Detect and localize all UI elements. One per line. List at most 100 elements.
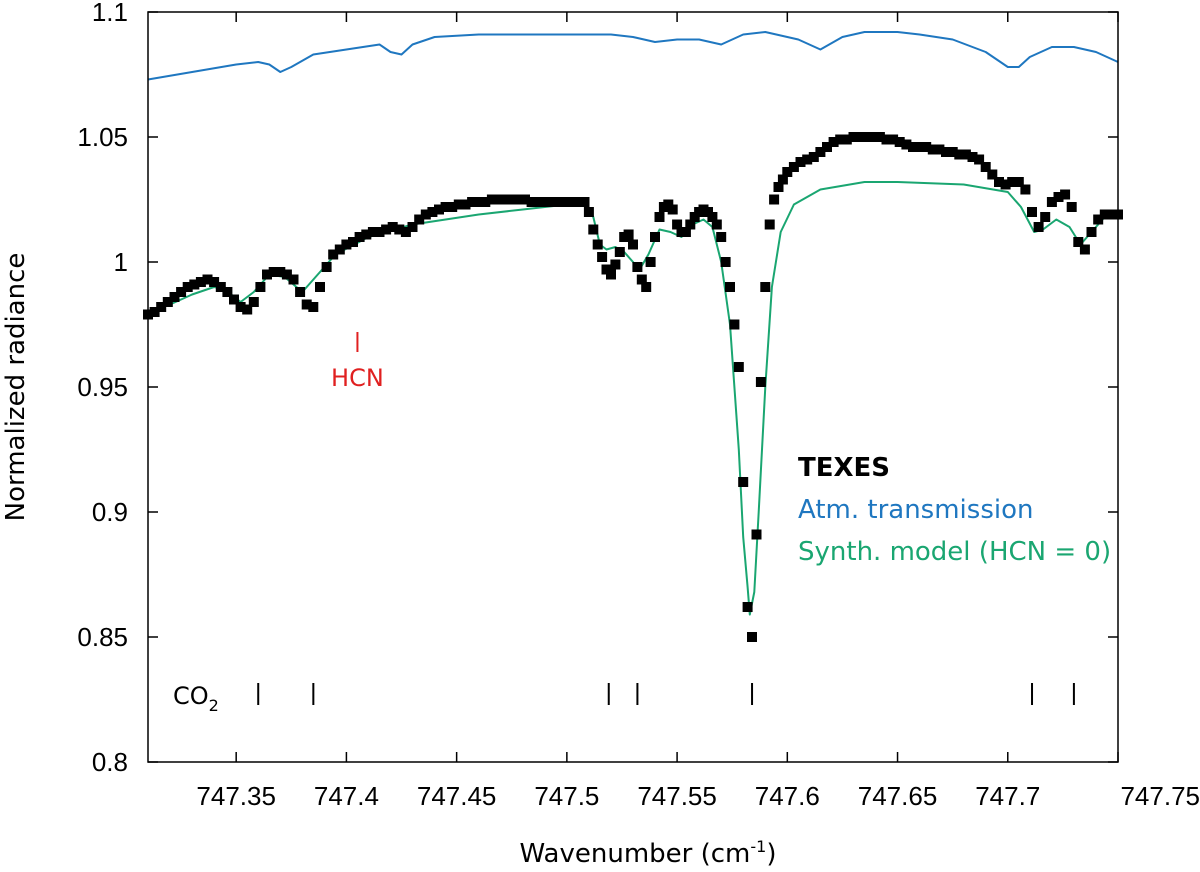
- texes-data-point: [559, 197, 570, 207]
- texes-data-point: [795, 157, 806, 167]
- x-tick-label: 747.55: [637, 781, 717, 811]
- texes-data-point: [202, 274, 213, 285]
- texes-data-point: [980, 162, 991, 172]
- legend: TEXES Atm. transmission Synth. model (HC…: [798, 453, 1111, 567]
- texes-data-point: [967, 152, 978, 162]
- texes-data-point: [623, 229, 634, 240]
- co2-line-markers: [257, 683, 1075, 705]
- texes-data-point: [742, 602, 753, 612]
- texes-data-point: [315, 282, 325, 292]
- texes-data-point: [588, 224, 599, 235]
- texes-data-point: [533, 197, 544, 207]
- hcn-annotation: HCN: [331, 332, 384, 392]
- texes-data-point: [341, 239, 352, 250]
- texes-data-point: [407, 222, 418, 232]
- texes-data-point: [921, 142, 932, 152]
- texes-data-point: [711, 219, 722, 230]
- texes-data-point: [650, 232, 660, 242]
- texes-data-point: [1079, 244, 1090, 255]
- texes-data-point: [914, 142, 925, 152]
- texes-data-point: [908, 142, 918, 152]
- texes-data-point: [447, 202, 458, 212]
- texes-data-point: [822, 142, 832, 152]
- texes-data-point: [947, 147, 958, 157]
- texes-data-point: [440, 202, 451, 212]
- texes-data-point: [1046, 197, 1057, 207]
- texes-data-point: [295, 287, 306, 297]
- texes-data-point: [506, 194, 517, 205]
- texes-data-point: [760, 282, 771, 292]
- texes-data-point: [169, 292, 180, 302]
- texes-data-point: [782, 167, 793, 177]
- texes-data-point: [667, 204, 678, 215]
- texes-data-point: [773, 182, 784, 192]
- texes-data-point: [414, 214, 425, 225]
- y-tick-label: 0.9: [92, 497, 128, 527]
- texes-data-point: [751, 529, 762, 540]
- texes-data-point: [974, 154, 985, 165]
- texes-data-point: [215, 282, 226, 292]
- texes-data-point: [1000, 179, 1011, 190]
- texes-data-point: [1106, 209, 1117, 220]
- texes-data-point: [597, 252, 608, 262]
- texes-data-point: [546, 197, 557, 207]
- texes-data-point: [162, 297, 173, 307]
- texes-data-point: [255, 282, 266, 292]
- y-axis-ticks: 0.8 0.85 0.9 0.95 1 1.05 1.1: [77, 0, 1118, 777]
- texes-data-point: [229, 294, 239, 305]
- texes-data-point: [348, 237, 358, 247]
- texes-data-point: [149, 307, 160, 317]
- texes-data-point: [520, 194, 530, 205]
- x-tick-label: 747.5: [534, 781, 599, 811]
- texes-data-point: [195, 277, 206, 287]
- texes-data-point: [960, 149, 971, 160]
- legend-atm-transmission: Atm. transmission: [798, 495, 1033, 525]
- texes-data-point: [394, 224, 405, 235]
- texes-data-point: [262, 269, 272, 280]
- legend-texes: TEXES: [798, 453, 890, 483]
- texes-data-point: [788, 162, 799, 172]
- texes-data-point: [954, 149, 965, 160]
- texes-data-point: [275, 267, 286, 277]
- texes-data-point: [733, 362, 744, 372]
- texes-data-point: [1013, 177, 1024, 187]
- x-tick-label: 747.35: [196, 781, 276, 811]
- texes-data-point: [308, 302, 319, 312]
- texes-data-point: [1060, 189, 1071, 200]
- texes-data-point: [1073, 237, 1084, 247]
- texes-data-point: [387, 222, 398, 232]
- texes-data-point: [755, 377, 766, 387]
- texes-data-point: [654, 212, 665, 222]
- atm-transmission-line-layer: [147, 31, 1119, 81]
- y-tick-label: 1.1: [92, 0, 128, 27]
- texes-data-point: [367, 227, 378, 237]
- texes-data-point: [242, 304, 253, 315]
- texes-data-point: [328, 249, 339, 260]
- texes-data-point: [901, 139, 912, 150]
- texes-data-point: [874, 132, 885, 142]
- texes-data-point: [841, 134, 852, 145]
- texes-data-point: [764, 219, 775, 230]
- texes-data-point: [641, 282, 652, 292]
- legend-synth-model: Synth. model (HCN = 0): [798, 537, 1111, 567]
- texes-data-point: [301, 299, 312, 310]
- texes-data-point: [808, 152, 819, 162]
- texes-data-point: [606, 269, 616, 280]
- texes-data-point: [994, 177, 1004, 187]
- y-axis-label: Normalized radiance: [1, 253, 31, 522]
- texes-data-point: [572, 197, 583, 207]
- x-axis-label-superscript: -1: [750, 837, 766, 856]
- texes-data-point: [592, 239, 603, 250]
- texes-data-point: [579, 197, 590, 207]
- texes-data-point: [420, 209, 431, 220]
- texes-data-point: [1040, 212, 1051, 222]
- texes-data-point: [815, 147, 826, 157]
- texes-data-point: [1093, 214, 1104, 225]
- texes-data-point: [725, 282, 735, 292]
- texes-data-point: [526, 197, 537, 207]
- texes-data-point: [539, 197, 550, 207]
- texes-data-point: [672, 219, 683, 230]
- texes-data-point: [480, 197, 491, 207]
- texes-data-point: [334, 244, 345, 255]
